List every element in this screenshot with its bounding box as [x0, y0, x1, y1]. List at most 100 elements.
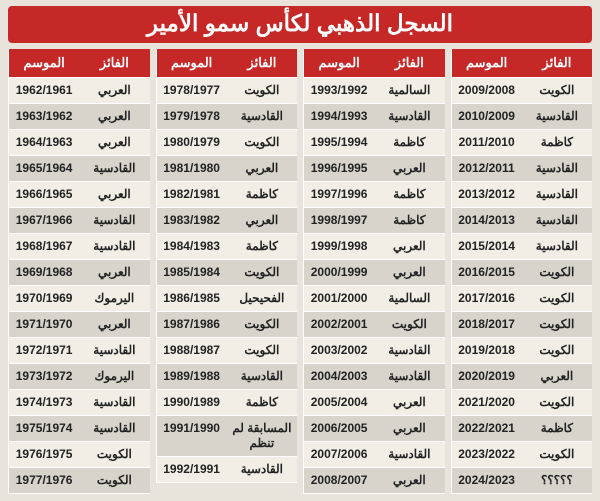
cell-winner: الكويت [79, 442, 149, 468]
cell-season: 2004/2003 [303, 364, 374, 390]
table-row: 1990/1989كاظمة [156, 390, 298, 416]
page-title: السجل الذهبي لكأس سمو الأمير [8, 6, 592, 43]
cell-season: 1985/1984 [156, 260, 227, 286]
cell-season: 2000/1999 [303, 260, 374, 286]
cell-winner: العربي [227, 208, 297, 234]
cell-winner: العربي [79, 104, 149, 130]
cell-winner: اليرموك [79, 364, 149, 390]
cell-season: 1977/1976 [8, 468, 79, 494]
cell-winner: العربي [79, 78, 149, 104]
cell-season: 2015/2014 [451, 234, 522, 260]
cell-season: 1988/1987 [156, 338, 227, 364]
cell-season: 2024/2023 [451, 468, 522, 494]
table-row: 1975/1974القادسية [8, 416, 150, 442]
cell-season: 2001/2000 [303, 286, 374, 312]
cell-winner: الفحيحيل [227, 286, 297, 312]
cell-season: 2009/2008 [451, 78, 522, 104]
table-row: 1995/1994كاظمة [303, 130, 445, 156]
table-row: 1999/1998العربي [303, 234, 445, 260]
panel: الموسمالفائز1978/1977الكويت1979/1978القا… [156, 49, 298, 494]
table-row: 1988/1987الكويت [156, 338, 298, 364]
cell-season: 1991/1990 [156, 416, 227, 457]
col-header-winner: الفائز [227, 49, 297, 78]
cell-winner: القادسية [522, 234, 592, 260]
table-row: 1998/1997كاظمة [303, 208, 445, 234]
table-row: 2003/2002القادسية [303, 338, 445, 364]
cell-season: 1962/1961 [8, 78, 79, 104]
table-row: 1964/1963العربي [8, 130, 150, 156]
cell-winner: الكويت [79, 468, 149, 494]
table-row: 1996/1995العربي [303, 156, 445, 182]
col-header-season: الموسم [8, 49, 79, 78]
cell-winner: السالمية [374, 286, 444, 312]
cell-season: 1963/1962 [8, 104, 79, 130]
table-row: 1997/1996كاظمة [303, 182, 445, 208]
cell-season: 1964/1963 [8, 130, 79, 156]
cell-winner: ؟؟؟؟؟ [522, 468, 592, 494]
cell-season: 1979/1978 [156, 104, 227, 130]
table-row: 2006/2005العربي [303, 416, 445, 442]
table-row: 2024/2023؟؟؟؟؟ [451, 468, 593, 494]
col-header-winner: الفائز [79, 49, 149, 78]
cell-winner: العربي [522, 364, 592, 390]
cell-winner: القادسية [79, 208, 149, 234]
col-header-season: الموسم [156, 49, 227, 78]
panel: الموسمالفائز1993/1992السالمية1994/1993ال… [303, 49, 445, 494]
table-header: الموسمالفائز [156, 49, 298, 78]
col-header-season: الموسم [451, 49, 522, 78]
cell-winner: كاظمة [522, 416, 592, 442]
cell-winner: الكويت [522, 286, 592, 312]
cell-season: 1973/1972 [8, 364, 79, 390]
table-row: 1963/1962العربي [8, 104, 150, 130]
cell-winner: القادسية [522, 182, 592, 208]
cell-season: 2019/2018 [451, 338, 522, 364]
cell-season: 2018/2017 [451, 312, 522, 338]
cell-winner: العربي [374, 234, 444, 260]
cell-winner: العربي [79, 312, 149, 338]
cell-winner: الكويت [522, 442, 592, 468]
table-header: الموسمالفائز [8, 49, 150, 78]
table-row: 1966/1965العربي [8, 182, 150, 208]
table-row: 1969/1968العربي [8, 260, 150, 286]
cell-season: 1976/1975 [8, 442, 79, 468]
cell-season: 1972/1971 [8, 338, 79, 364]
cell-season: 1968/1967 [8, 234, 79, 260]
cell-winner: كاظمة [227, 390, 297, 416]
col-header-winner: الفائز [522, 49, 592, 78]
table-row: 1970/1969اليرموك [8, 286, 150, 312]
cell-season: 1987/1986 [156, 312, 227, 338]
table-row: 1987/1986الكويت [156, 312, 298, 338]
cell-winner: القادسية [227, 364, 297, 390]
cell-season: 2022/2021 [451, 416, 522, 442]
table-row: 1983/1982العربي [156, 208, 298, 234]
cell-season: 2006/2005 [303, 416, 374, 442]
cell-winner: القادسية [79, 234, 149, 260]
table-row: 1986/1985الفحيحيل [156, 286, 298, 312]
cell-winner: الكويت [374, 312, 444, 338]
cell-season: 2012/2011 [451, 156, 522, 182]
cell-winner: العربي [227, 156, 297, 182]
col-header-season: الموسم [303, 49, 374, 78]
table-row: 2001/2000السالمية [303, 286, 445, 312]
table-row: 1981/1980العربي [156, 156, 298, 182]
cell-winner: العربي [374, 468, 444, 494]
cell-season: 2021/2020 [451, 390, 522, 416]
cell-winner: العربي [374, 156, 444, 182]
cell-season: 1970/1969 [8, 286, 79, 312]
table-row: 1965/1964القادسية [8, 156, 150, 182]
cell-season: 1965/1964 [8, 156, 79, 182]
cell-winner: القادسية [227, 104, 297, 130]
table-row: 1971/1970العربي [8, 312, 150, 338]
cell-season: 2023/2022 [451, 442, 522, 468]
table-row: 2000/1999العربي [303, 260, 445, 286]
cell-season: 1989/1988 [156, 364, 227, 390]
cell-winner: القادسية [374, 104, 444, 130]
table-row: 2004/2003القادسية [303, 364, 445, 390]
cell-winner: الكويت [522, 78, 592, 104]
table-row: 1992/1991القادسية [156, 457, 298, 483]
cell-season: 1974/1973 [8, 390, 79, 416]
cell-season: 1984/1983 [156, 234, 227, 260]
table-row: 2023/2022الكويت [451, 442, 593, 468]
table-row: 2022/2021كاظمة [451, 416, 593, 442]
cell-winner: الكويت [227, 130, 297, 156]
